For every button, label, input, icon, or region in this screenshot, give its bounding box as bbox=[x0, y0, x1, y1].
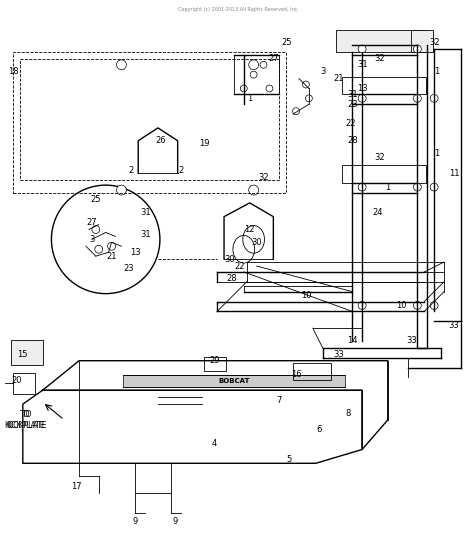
Bar bbox=[13, 373, 35, 394]
Text: 5: 5 bbox=[286, 455, 292, 464]
Text: 7: 7 bbox=[277, 396, 282, 405]
Circle shape bbox=[117, 60, 127, 70]
Text: 1: 1 bbox=[435, 149, 440, 158]
Bar bbox=[293, 363, 330, 380]
Bar bbox=[11, 340, 43, 365]
Text: 16: 16 bbox=[291, 370, 301, 379]
Text: 27: 27 bbox=[268, 54, 279, 64]
Circle shape bbox=[250, 71, 257, 78]
Circle shape bbox=[249, 185, 258, 195]
Text: TO
KICKPLATE: TO KICKPLATE bbox=[7, 410, 47, 429]
Text: 21: 21 bbox=[333, 74, 344, 83]
Text: 23: 23 bbox=[347, 100, 357, 109]
Circle shape bbox=[240, 85, 247, 92]
Text: 19: 19 bbox=[199, 139, 210, 148]
Circle shape bbox=[260, 61, 267, 68]
Text: 27: 27 bbox=[87, 218, 97, 227]
Text: 22: 22 bbox=[235, 262, 245, 271]
Text: 10: 10 bbox=[396, 301, 407, 310]
Text: 9: 9 bbox=[133, 517, 138, 526]
Text: 1: 1 bbox=[385, 183, 391, 192]
Circle shape bbox=[51, 185, 160, 294]
Circle shape bbox=[430, 183, 438, 191]
Text: 13: 13 bbox=[130, 248, 141, 257]
Text: 26: 26 bbox=[155, 136, 166, 145]
Text: 31: 31 bbox=[347, 90, 357, 99]
Text: 18: 18 bbox=[8, 67, 18, 76]
Bar bbox=[204, 357, 226, 371]
Text: 33: 33 bbox=[448, 321, 459, 329]
Text: 33: 33 bbox=[333, 350, 344, 359]
Text: 14: 14 bbox=[347, 336, 357, 345]
Bar bbox=[336, 30, 426, 52]
Text: 12: 12 bbox=[245, 225, 255, 234]
Text: 11: 11 bbox=[448, 169, 459, 178]
Text: 24: 24 bbox=[373, 208, 383, 217]
Text: 28: 28 bbox=[227, 274, 237, 284]
Text: 15: 15 bbox=[18, 350, 28, 359]
Text: 3: 3 bbox=[320, 67, 325, 76]
Circle shape bbox=[430, 95, 438, 103]
Text: 21: 21 bbox=[106, 252, 117, 261]
Text: 32: 32 bbox=[429, 37, 439, 46]
Text: 28: 28 bbox=[347, 136, 357, 145]
Circle shape bbox=[358, 302, 366, 309]
Circle shape bbox=[430, 302, 438, 309]
Ellipse shape bbox=[233, 235, 255, 263]
Circle shape bbox=[358, 45, 366, 53]
Text: 9: 9 bbox=[172, 517, 177, 526]
Text: 25: 25 bbox=[91, 195, 101, 205]
Bar bbox=[123, 374, 346, 387]
Circle shape bbox=[413, 183, 421, 191]
Circle shape bbox=[413, 95, 421, 103]
Text: TO
KICKPLATE: TO KICKPLATE bbox=[5, 410, 45, 429]
Text: 30: 30 bbox=[225, 255, 235, 264]
Text: 33: 33 bbox=[406, 336, 417, 345]
Circle shape bbox=[413, 45, 421, 53]
Text: 2: 2 bbox=[128, 166, 134, 175]
Circle shape bbox=[358, 183, 366, 191]
Text: 4: 4 bbox=[211, 439, 217, 448]
Text: 25: 25 bbox=[281, 37, 292, 46]
Circle shape bbox=[292, 108, 300, 115]
Bar bbox=[411, 30, 433, 52]
Text: 31: 31 bbox=[357, 60, 367, 69]
Text: 10: 10 bbox=[301, 291, 311, 300]
Circle shape bbox=[266, 85, 273, 92]
Text: 17: 17 bbox=[71, 482, 82, 491]
Circle shape bbox=[358, 95, 366, 103]
Text: 32: 32 bbox=[258, 172, 269, 182]
Text: 3: 3 bbox=[89, 235, 94, 244]
Text: 23: 23 bbox=[123, 264, 134, 273]
Text: BOBCAT: BOBCAT bbox=[218, 378, 250, 384]
Text: 13: 13 bbox=[357, 84, 367, 93]
Circle shape bbox=[249, 60, 258, 70]
Text: 1: 1 bbox=[435, 67, 440, 76]
Text: 20: 20 bbox=[12, 376, 22, 385]
Text: 6: 6 bbox=[316, 425, 321, 434]
Text: Copyright (c) 2001-2013 All Rights Reserved, Inc.: Copyright (c) 2001-2013 All Rights Reser… bbox=[178, 7, 299, 12]
Circle shape bbox=[117, 185, 127, 195]
Text: 29: 29 bbox=[209, 356, 219, 365]
Bar bbox=[342, 166, 426, 183]
Text: 30: 30 bbox=[251, 238, 262, 247]
Text: 32: 32 bbox=[374, 54, 385, 64]
Circle shape bbox=[413, 302, 421, 309]
Text: 1: 1 bbox=[247, 94, 252, 103]
Text: 22: 22 bbox=[345, 120, 356, 129]
Text: 31: 31 bbox=[140, 208, 150, 217]
Text: 31: 31 bbox=[140, 230, 150, 239]
Circle shape bbox=[302, 81, 310, 88]
Text: 32: 32 bbox=[374, 153, 385, 162]
Circle shape bbox=[305, 95, 312, 102]
Text: 8: 8 bbox=[346, 410, 351, 419]
Bar bbox=[342, 76, 426, 95]
Text: 2: 2 bbox=[178, 166, 183, 175]
